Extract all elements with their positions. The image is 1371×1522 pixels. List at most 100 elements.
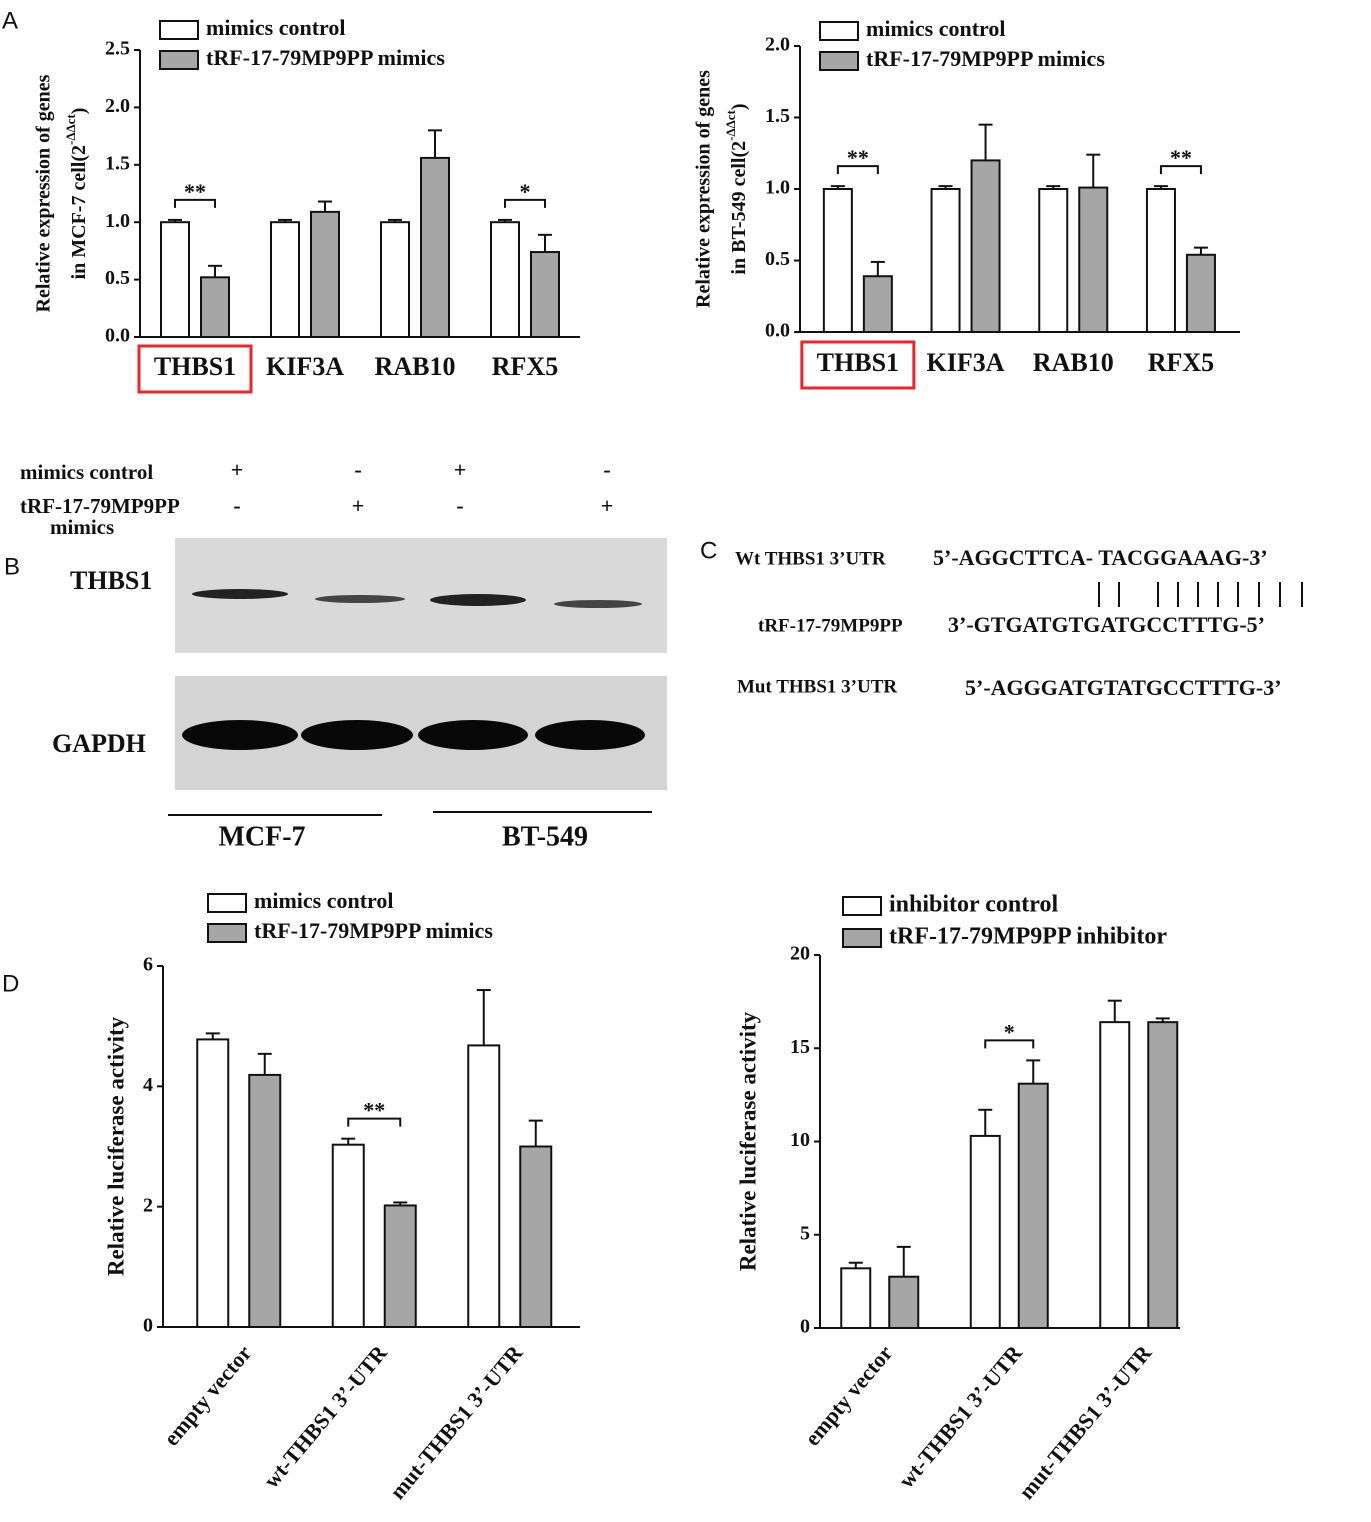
y-tick-label: 10: [790, 1129, 810, 1151]
x-tick-label: KIF3A: [927, 348, 1005, 377]
condition-label: mimics: [50, 515, 114, 539]
y-axis-label-part: in MCF-7 cell(2: [68, 145, 90, 279]
sign: -: [456, 493, 463, 518]
y-axis-label: Relative luciferase activity: [103, 1016, 128, 1276]
legend-label: tRF-17-79MP9PP mimics: [206, 45, 445, 70]
band: [301, 720, 413, 750]
error-bar: [848, 1261, 863, 1269]
bar: [1017, 1082, 1049, 1330]
significance-bracket: [174, 198, 216, 208]
bar: [519, 1145, 553, 1328]
y-tick-label: 6: [143, 954, 153, 976]
legend-swatch: [842, 896, 882, 916]
legend-label: inhibitor control: [889, 892, 1058, 918]
legend-label: mimics control: [206, 15, 346, 40]
legend-label: mimics control: [866, 16, 1006, 41]
sign: +: [601, 493, 614, 518]
y-tick-label: 2.0: [765, 34, 790, 56]
y-axis-label-sup: -ΔΔct: [723, 109, 738, 140]
significance-bracket: [1159, 165, 1202, 175]
y-tick-label: 0: [143, 1315, 153, 1337]
error-bar: [538, 233, 552, 253]
bar: [888, 1275, 920, 1330]
bar: [930, 188, 961, 333]
error-bar: [528, 1119, 543, 1147]
error-bar: [938, 185, 953, 189]
y-tick-label: 0.5: [765, 248, 790, 270]
error-bar: [388, 218, 402, 223]
band: [535, 720, 645, 750]
x-tick-label: wt-THBS1 3’-UTR: [258, 1340, 392, 1493]
bar: [1145, 188, 1176, 333]
significance-label: **: [363, 1098, 385, 1123]
y-axis-label: Relative luciferase activity: [735, 1011, 760, 1271]
significance-bracket: [984, 1039, 1035, 1049]
sequence: 5’-AGGCTTCA- TACGGAAAG-3’: [933, 545, 1268, 570]
bar: [248, 1073, 282, 1328]
y-axis-label-part: in BT-549 cell(2: [728, 141, 750, 275]
sequence-name: Mut THBS1 3’UTR: [737, 676, 897, 697]
y-tick-label: 0.0: [105, 325, 130, 347]
significance-bracket: [836, 165, 879, 175]
sign: +: [352, 493, 365, 518]
band: [418, 720, 528, 750]
error-bar: [498, 218, 512, 223]
y-tick-label: 1.0: [765, 177, 790, 199]
x-tick-label: RAB10: [1033, 348, 1114, 377]
significance-label: **: [1170, 145, 1192, 170]
error-bar: [896, 1245, 911, 1277]
error-bar: [830, 185, 845, 189]
sequence-name: tRF-17-79MP9PP: [758, 615, 903, 636]
x-tick-label: empty vector: [158, 1340, 256, 1450]
panel-label: B: [4, 553, 20, 580]
legend-swatch: [207, 923, 247, 943]
error-bar: [318, 200, 332, 212]
bar: [1078, 186, 1109, 333]
bar: [1147, 1021, 1179, 1329]
y-tick-label: 0.0: [765, 320, 790, 342]
band-label: GAPDH: [52, 729, 146, 758]
condition-label: tRF-17-79MP9PP: [20, 494, 180, 518]
error-bar: [278, 218, 292, 223]
x-tick-label: THBS1: [817, 348, 899, 377]
error-bar: [476, 989, 491, 1046]
bar: [1185, 253, 1216, 333]
error-bar: [208, 264, 222, 278]
legend-label: tRF-17-79MP9PP inhibitor: [889, 924, 1167, 950]
error-bar: [168, 218, 182, 223]
error-bar: [205, 1032, 220, 1040]
bar: [196, 1038, 230, 1328]
bar: [160, 221, 190, 338]
bar: [862, 275, 893, 334]
bar: [840, 1267, 872, 1329]
y-tick-label: 4: [143, 1074, 153, 1096]
error-bar: [428, 129, 442, 158]
legend-swatch: [159, 20, 199, 40]
sign: +: [231, 457, 244, 482]
y-tick-label: 20: [790, 943, 810, 965]
y-axis-label: in MCF-7 cell(2-ΔΔct): [63, 108, 90, 280]
bar: [467, 1044, 501, 1329]
band: [192, 589, 288, 599]
y-axis-label: Relative expression of genes: [33, 74, 55, 312]
band-label: THBS1: [70, 566, 152, 595]
sign: -: [603, 457, 610, 482]
x-tick-label: wt-THBS1 3’-UTR: [893, 1340, 1027, 1493]
error-bar: [1155, 1017, 1170, 1023]
x-tick-label: RAB10: [375, 352, 456, 381]
error-bar: [1046, 185, 1061, 189]
bar: [970, 159, 1001, 333]
x-tick-label: empty vector: [799, 1340, 897, 1450]
panel-label: A: [2, 7, 18, 34]
x-tick-label: RFX5: [1148, 348, 1214, 377]
y-tick-label: 2.0: [105, 95, 130, 117]
error-bar: [1107, 999, 1122, 1023]
sequence-name: Wt THBS1 3’UTR: [735, 548, 886, 569]
y-tick-label: 5: [800, 1222, 810, 1244]
sign: -: [354, 457, 361, 482]
significance-label: *: [520, 179, 531, 204]
error-bar: [1153, 185, 1168, 189]
bar: [270, 221, 300, 338]
error-bar: [257, 1052, 272, 1075]
